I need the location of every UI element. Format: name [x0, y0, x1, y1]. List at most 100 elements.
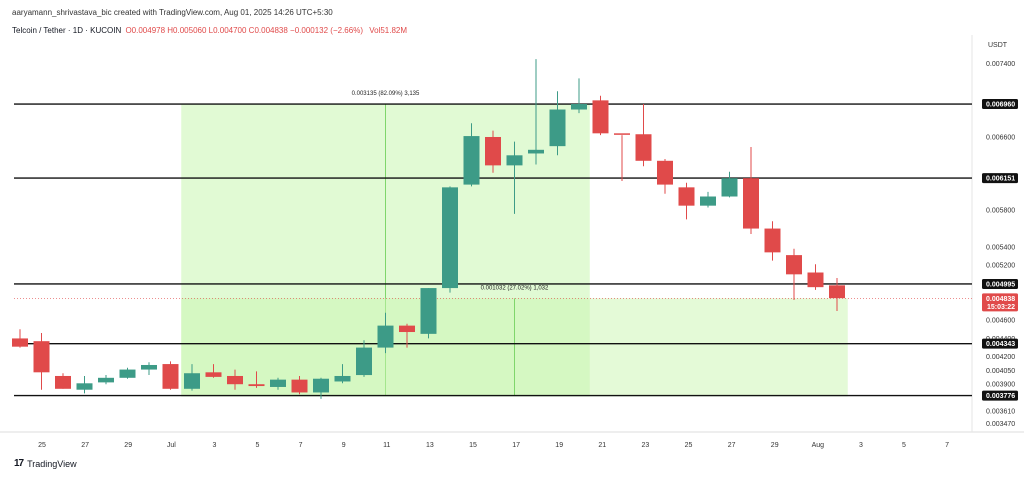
- candle-body: [227, 375, 243, 385]
- candle-body: [98, 377, 114, 383]
- candle-body: [743, 178, 759, 229]
- level-price-tag: [982, 390, 1018, 401]
- level-price-tag: [982, 278, 1018, 289]
- level-price-tag-label: 0.006151: [986, 176, 1015, 183]
- candle: [356, 340, 372, 377]
- candle-body: [721, 178, 738, 197]
- x-tick-label: 3: [212, 442, 216, 449]
- candle: [119, 367, 136, 379]
- level-price-tag-label: 0.004343: [986, 341, 1015, 348]
- candle-body: [571, 104, 587, 110]
- candle: [571, 78, 587, 114]
- ohlc-values: O0.004978 H0.005060 L0.004700 C0.004838 …: [125, 26, 363, 35]
- candle: [141, 362, 157, 376]
- candle: [98, 375, 114, 385]
- candle: [528, 59, 544, 165]
- x-tick-label: 29: [124, 442, 132, 449]
- y-tick-label: 0.006600: [986, 134, 1015, 141]
- measurement-label: 0.001032 (27.02%) 1,032: [481, 285, 549, 291]
- x-tick-label: 17: [512, 442, 520, 449]
- x-tick-label: 7: [299, 442, 303, 449]
- candle: [764, 221, 781, 261]
- symbol-legend: Telcoin / Tether · 1D · KUCOIN O0.004978…: [12, 26, 407, 35]
- candle: [786, 248, 802, 300]
- candle: [485, 130, 501, 173]
- candle-body: [506, 155, 523, 166]
- x-tick-label: 21: [598, 442, 606, 449]
- candle-body: [334, 375, 351, 382]
- volume-value: Vol51.82M: [369, 26, 408, 35]
- candle-body: [141, 364, 157, 370]
- candle: [506, 141, 523, 214]
- level-price-tag: [982, 99, 1018, 110]
- candle-body: [592, 100, 609, 134]
- y-tick-label: 0.005200: [986, 263, 1015, 270]
- candle-body: [377, 325, 394, 348]
- candle: [313, 377, 329, 399]
- candle: [635, 104, 652, 167]
- x-tick-label: 5: [256, 442, 260, 449]
- x-tick-label: 19: [555, 442, 563, 449]
- level-price-tag: [982, 338, 1018, 349]
- candle: [721, 171, 738, 198]
- candle: [270, 377, 286, 390]
- candle-body: [184, 373, 200, 389]
- y-tick-label: 0.007400: [986, 61, 1015, 68]
- level-price-tag-label: 0.003776: [986, 393, 1015, 400]
- tradingview-logo-icon: 17: [14, 458, 24, 469]
- candle-body: [55, 375, 71, 389]
- candle-body: [205, 372, 222, 377]
- x-tick-label: 23: [642, 442, 650, 449]
- candle: [442, 186, 458, 293]
- candle: [55, 373, 71, 389]
- last-price-tag-label: 0.004838: [986, 296, 1015, 303]
- candle: [700, 191, 716, 208]
- candle-body: [485, 136, 501, 166]
- candle-body: [549, 109, 566, 147]
- y-tick-label: 0.003470: [986, 421, 1015, 428]
- candle: [76, 375, 93, 394]
- candle: [743, 147, 759, 235]
- x-tick-label: 3: [859, 442, 863, 449]
- symbol-name[interactable]: Telcoin / Tether · 1D · KUCOIN: [12, 26, 122, 35]
- candle-body: [162, 364, 179, 389]
- x-tick-label: Aug: [812, 442, 825, 449]
- candle: [184, 364, 200, 391]
- y-axis-currency: USDT: [988, 42, 1008, 49]
- x-tick-label: 5: [902, 442, 906, 449]
- candle: [12, 329, 28, 348]
- candle: [205, 364, 222, 378]
- candle-body: [829, 285, 845, 299]
- tradingview-logo: 17 TradingView: [14, 458, 77, 469]
- candle: [678, 182, 695, 220]
- candle: [549, 91, 566, 156]
- candle-body: [764, 228, 781, 253]
- candle: [420, 288, 437, 339]
- candle-body: [700, 196, 716, 206]
- candle: [614, 133, 630, 181]
- candle-body: [313, 378, 329, 393]
- x-tick-label: 13: [426, 442, 434, 449]
- y-tick-label: 0.003900: [986, 382, 1015, 389]
- candle-body: [528, 149, 544, 154]
- measurement-label: 0.003135 (82.09%) 3,135: [352, 91, 420, 97]
- y-tick-label: 0.003610: [986, 408, 1015, 415]
- x-tick-label: 27: [81, 442, 89, 449]
- candle-body: [807, 272, 824, 288]
- candle: [162, 361, 179, 390]
- candle-body: [786, 255, 802, 275]
- candle-body: [420, 288, 437, 334]
- candle: [227, 369, 243, 390]
- candle: [592, 95, 609, 136]
- x-tick-label: 9: [342, 442, 346, 449]
- candle: [657, 158, 673, 194]
- x-tick-label: 29: [771, 442, 779, 449]
- x-tick-label: 7: [945, 442, 949, 449]
- candle-body: [614, 133, 630, 135]
- y-tick-label: 0.004050: [986, 368, 1015, 375]
- level-price-tag-label: 0.004995: [986, 281, 1015, 288]
- bar-countdown-label: 15:03:22: [987, 304, 1015, 311]
- candle-body: [33, 341, 50, 373]
- candle-body: [463, 136, 480, 185]
